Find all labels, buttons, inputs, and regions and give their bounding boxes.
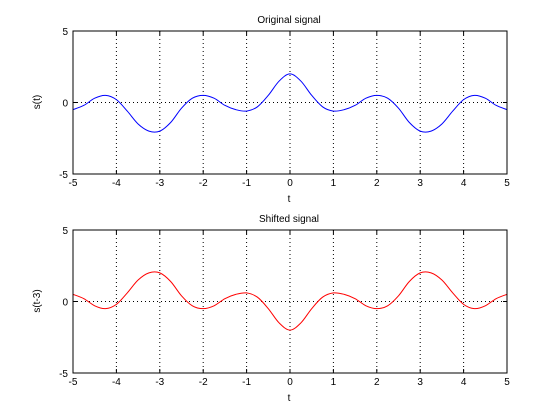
- x-tick-label: 2: [374, 178, 380, 189]
- x-tick-label: 4: [461, 377, 467, 388]
- subplot-original: Original signal -5 -4 -3 -2 -1 0 1 2 3 4 5 -5 0 5 t s…: [32, 15, 510, 205]
- series-line: [72, 73, 508, 133]
- x-axis-label: t: [288, 194, 291, 205]
- ticks: -5 -4 -3 -2 -1 0 1 2 3 4 5 -5 0 5: [59, 27, 510, 189]
- x-tick-label: -5: [69, 377, 78, 388]
- x-tick-label: 1: [331, 377, 337, 388]
- x-tick-label: -1: [242, 377, 251, 388]
- axes-box: [72, 229, 508, 374]
- x-tick-label: -2: [199, 377, 208, 388]
- y-tick-label: -5: [59, 170, 68, 181]
- x-tick-label: 3: [417, 377, 423, 388]
- y-tick-label: 0: [62, 298, 68, 309]
- x-axis-label: t: [288, 393, 291, 404]
- plot-title: Shifted signal: [259, 214, 319, 225]
- series-layer: [72, 73, 508, 133]
- x-tick-label: 1: [331, 178, 337, 189]
- x-tick-label: -5: [69, 178, 78, 189]
- grid: [73, 31, 507, 174]
- x-tick-label: 0: [287, 178, 293, 189]
- axes-box: [72, 30, 508, 175]
- x-tick-label: 0: [287, 377, 293, 388]
- y-tick-label: 0: [62, 99, 68, 110]
- grid: [73, 230, 507, 373]
- x-tick-label: -2: [199, 178, 208, 189]
- y-tick-label: 5: [62, 226, 68, 237]
- x-tick-label: -3: [155, 377, 164, 388]
- x-tick-label: 2: [374, 377, 380, 388]
- x-tick-label: -1: [242, 178, 251, 189]
- y-tick-label: -5: [59, 369, 68, 380]
- y-axis-label: s(t): [32, 95, 43, 109]
- x-tick-label: -4: [112, 178, 121, 189]
- x-tick-label: 3: [417, 178, 423, 189]
- subplot-shifted: Shifted signal -5 -4 -3 -2 -1 0 1 2 3 4 5 -5 0 5 t s(…: [32, 214, 510, 404]
- x-tick-label: 5: [504, 178, 510, 189]
- x-tick-label: -4: [112, 377, 121, 388]
- y-tick-label: 5: [62, 27, 68, 38]
- series-layer: [72, 271, 508, 331]
- series-line: [72, 271, 508, 331]
- x-tick-label: -3: [155, 178, 164, 189]
- plot-title: Original signal: [257, 15, 320, 26]
- x-tick-label: 5: [504, 377, 510, 388]
- y-axis-label: s(t-3): [32, 289, 43, 312]
- ticks: -5 -4 -3 -2 -1 0 1 2 3 4 5 -5 0 5: [59, 226, 510, 388]
- x-tick-label: 4: [461, 178, 467, 189]
